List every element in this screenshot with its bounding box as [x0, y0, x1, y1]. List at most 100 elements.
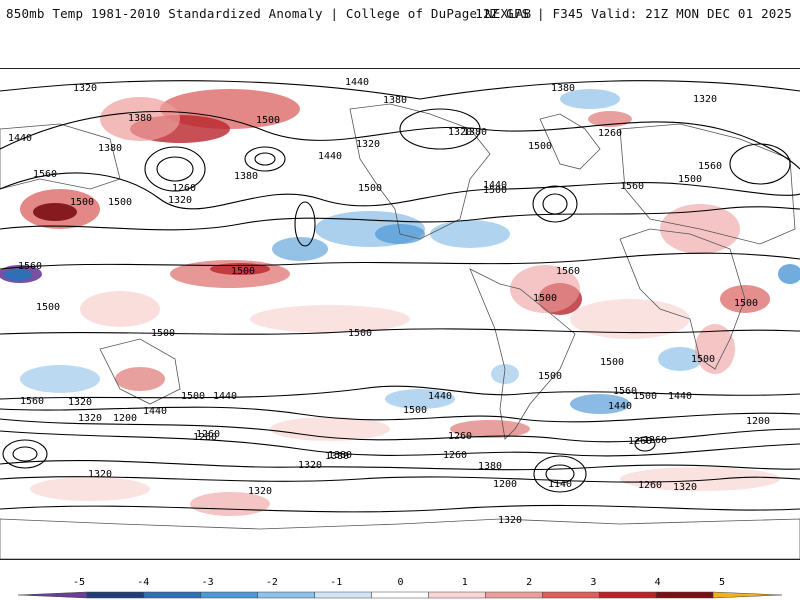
- contour-label: 1320: [448, 127, 472, 138]
- contour-label: 1380: [383, 95, 407, 106]
- contour-label: 1500: [358, 183, 382, 194]
- contour-label: 1380: [478, 461, 502, 472]
- contour-label: 1380: [98, 143, 122, 154]
- contour-label: 1500: [151, 328, 175, 339]
- contour-label: 1380: [128, 113, 152, 124]
- legend-color-swatch: [542, 591, 600, 599]
- coastlines: [0, 103, 800, 559]
- legend-color-swatch: [655, 591, 714, 599]
- legend-color-swatch: [371, 591, 429, 599]
- contour-label: 1260: [628, 436, 652, 447]
- contour-label: 1440: [318, 151, 342, 162]
- contour-label: 1500: [181, 391, 205, 402]
- contour-label: 1260: [598, 128, 622, 139]
- contour-label: 1500: [533, 293, 557, 304]
- contour-label: 1320: [498, 515, 522, 526]
- contour-label: 1380: [328, 450, 352, 461]
- contour-label: 1380: [234, 171, 258, 182]
- contour-label: 1500: [483, 185, 507, 196]
- legend-color-swatch: [17, 591, 88, 599]
- height-contours: [0, 80, 800, 513]
- legend-color-swatch: [598, 591, 657, 599]
- legend-color-swatch: [200, 591, 258, 599]
- contour-label: 1560: [33, 169, 57, 180]
- legend-tick-label: 5: [719, 577, 725, 588]
- contour-label: 1500: [538, 371, 562, 382]
- contour-label: 1560: [620, 181, 644, 192]
- contour-label: 1260: [196, 429, 220, 440]
- contour-label: 1200: [113, 413, 137, 424]
- contour-label: 1260: [443, 450, 467, 461]
- contour-labels: 1320144013801380132015001260144013801380…: [8, 77, 770, 526]
- contour-label: 1560: [613, 386, 637, 397]
- contour-label: 1500: [734, 298, 758, 309]
- contour-label: 1320: [73, 83, 97, 94]
- contour-label: 1560: [18, 261, 42, 272]
- map-title: 850mb Temp 1981-2010 Standardized Anomal…: [6, 6, 532, 21]
- color-legend: -5 -4 -3 -2 -1 0 1 2 3 4 5: [17, 577, 783, 599]
- contour-label: 1440: [483, 180, 507, 191]
- contour-label: 1320: [693, 94, 717, 105]
- contour-label: 1500: [528, 141, 552, 152]
- legend-tick-label: 4: [655, 577, 661, 588]
- contour-label: 1320: [88, 469, 112, 480]
- contour-label: 1260: [448, 431, 472, 442]
- contour-label: 1500: [70, 197, 94, 208]
- contour-label: 1320: [248, 486, 272, 497]
- contour-label: 1560: [556, 266, 580, 277]
- contour-label: 1500: [691, 354, 715, 365]
- model-run-info: 12Z GFS | F345 Valid: 21Z MON DEC 01 202…: [475, 6, 792, 21]
- contour-label: 1440: [8, 133, 32, 144]
- contour-label: 1560: [20, 396, 44, 407]
- legend-tick-label: -2: [266, 577, 278, 588]
- contour-label: 1260: [193, 432, 217, 443]
- legend-tick-label: 1: [462, 577, 468, 588]
- contour-label: 1260: [638, 480, 662, 491]
- contour-label: 1320: [168, 195, 192, 206]
- legend-color-swatch: [86, 591, 145, 599]
- contour-label: 1260: [172, 183, 196, 194]
- contour-label: 1320: [78, 413, 102, 424]
- contour-label: 1320: [68, 397, 92, 408]
- contour-label: 1500: [678, 174, 702, 185]
- contour-label: 1500: [256, 115, 280, 126]
- contour-label: 1320: [356, 139, 380, 150]
- legend-tick-label: -4: [137, 577, 149, 588]
- contour-label: 1320: [673, 482, 697, 493]
- contour-label: 1500: [231, 266, 255, 277]
- contour-label: 1500: [348, 328, 372, 339]
- map-svg: 1320144013801380132015001260144013801380…: [0, 77, 800, 559]
- contour-label: 1500: [36, 302, 60, 313]
- contour-label: 1380: [463, 127, 487, 138]
- contour-label: 1440: [345, 77, 369, 88]
- legend-color-swatch: [485, 591, 543, 599]
- contour-label: 1500: [633, 391, 657, 402]
- contour-label: 1200: [746, 416, 770, 427]
- legend-tick-label: -3: [202, 577, 214, 588]
- contour-label: 1320: [298, 460, 322, 471]
- legend-tick-label: 0: [397, 577, 403, 588]
- legend-tick-label: -1: [330, 577, 342, 588]
- contour-label: 1440: [668, 391, 692, 402]
- legend-color-swatch: [428, 591, 486, 599]
- contour-label: 1560: [698, 161, 722, 172]
- contour-label: 1440: [143, 406, 167, 417]
- contour-label: 1380: [551, 83, 575, 94]
- contour-label: 1440: [213, 391, 237, 402]
- map-panel[interactable]: 1320 1440 1380 1380 1320 1500 1260 1440 1380 1380…: [0, 68, 800, 560]
- contour-label: 1140: [548, 479, 572, 490]
- legend-color-swatch: [712, 591, 783, 599]
- contour-label: 1440: [608, 401, 632, 412]
- legend-tick-label: -5: [73, 577, 85, 588]
- contour-label: 1500: [600, 357, 624, 368]
- contour-label: 1440: [428, 391, 452, 402]
- legend-tick-label: 2: [526, 577, 532, 588]
- legend-color-swatch: [143, 591, 202, 599]
- contour-label: 1500: [108, 197, 132, 208]
- contour-label: 1500: [403, 405, 427, 416]
- contour-label: 1380: [325, 451, 349, 462]
- legend-color-swatch: [314, 591, 372, 599]
- contour-label: 1200: [493, 479, 517, 490]
- legend-color-swatch: [257, 591, 315, 599]
- legend-tick-label: 3: [590, 577, 596, 588]
